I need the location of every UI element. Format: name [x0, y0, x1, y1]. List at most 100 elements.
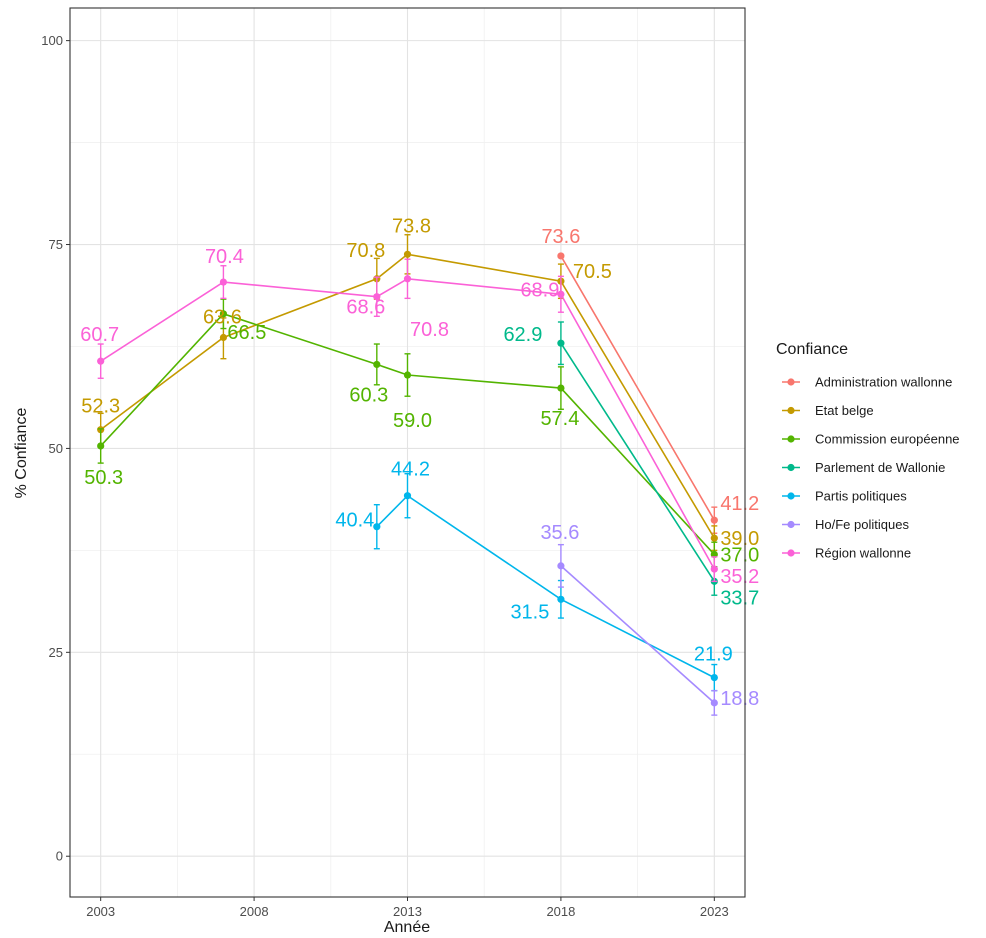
series-line	[100, 277, 716, 570]
legend-key-point	[787, 435, 795, 443]
y-tick-label: 0	[56, 849, 63, 864]
data-point	[373, 360, 381, 369]
data-label: 62.9	[503, 324, 542, 346]
x-tick-label: 2013	[393, 904, 422, 919]
y-tick-label: 100	[41, 33, 63, 48]
series-commission-europ-enne	[97, 298, 718, 568]
data-label: 68.9	[520, 279, 559, 301]
x-tick-label: 2008	[240, 904, 269, 919]
series-line	[376, 494, 715, 679]
grid-lines	[70, 8, 745, 897]
data-label: 70.5	[573, 261, 612, 283]
data-point	[403, 250, 412, 258]
y-tick-label: 50	[49, 441, 63, 456]
y-tick-label: 25	[49, 645, 63, 660]
data-label: 31.5	[510, 601, 549, 623]
series-r-gion-wallonne	[97, 258, 718, 583]
data-point	[403, 275, 412, 283]
data-label: 52.3	[81, 396, 120, 418]
data-label: 73.8	[392, 215, 431, 237]
data-point	[557, 562, 565, 570]
y-tick-label: 75	[49, 237, 63, 252]
legend-key-point	[787, 463, 795, 472]
x-tick-label: 2018	[546, 904, 575, 919]
y-axis-title: % Confiance	[13, 408, 30, 499]
x-tick-label: 2023	[700, 904, 729, 919]
data-label: 33.7	[720, 587, 759, 609]
data-point	[710, 516, 718, 524]
legend-key-point	[787, 406, 795, 415]
legend-item: Partis politiques	[782, 489, 907, 504]
data-point	[373, 293, 381, 301]
legend-item: Etat belge	[782, 403, 874, 418]
data-label: 40.4	[335, 510, 374, 532]
data-label: 73.6	[541, 226, 580, 248]
data-label: 70.4	[205, 246, 244, 268]
series-layer	[97, 234, 718, 716]
series-line	[560, 565, 715, 704]
series-line	[100, 312, 715, 555]
data-labels-layer: 73.6 41.2 52.3 63.6 70.8 73.8 70.5 39.0 50.3 66.5…	[80, 215, 759, 710]
data-label: 60.3	[349, 384, 388, 406]
data-point	[219, 310, 228, 318]
data-point	[219, 278, 228, 286]
legend-label: Ho/Fe politiques	[815, 517, 909, 532]
data-label: 68.6	[346, 297, 385, 319]
legend-item: Administration wallonne	[782, 375, 952, 390]
legend-item: Parlement de Wallonie	[782, 460, 945, 475]
data-point	[97, 357, 105, 365]
legend-item: Région wallonne	[782, 546, 911, 561]
data-point	[557, 290, 565, 298]
data-label: 37.0	[720, 544, 759, 566]
data-label: 39.0	[720, 528, 759, 550]
data-label: 66.5	[227, 322, 266, 344]
data-label: 70.8	[346, 240, 385, 262]
data-label: 70.8	[410, 319, 449, 341]
legend-item: Commission européenne	[782, 432, 960, 447]
data-label: 21.9	[694, 644, 733, 666]
legend-label: Parlement de Wallonie	[815, 460, 945, 475]
series-ho-fe-politiques	[557, 543, 718, 716]
data-point	[219, 333, 228, 342]
series-line	[100, 253, 716, 539]
data-label: 57.4	[540, 408, 579, 430]
data-point	[557, 252, 565, 260]
data-point	[710, 699, 718, 707]
data-point	[710, 534, 718, 542]
legend-item: Ho/Fe politiques	[782, 517, 909, 532]
data-point	[557, 595, 565, 603]
data-point	[403, 371, 412, 379]
legend-title: Confiance	[776, 341, 848, 358]
legend: Confiance Administration wallonne Etat be…	[776, 341, 960, 561]
legend-label: Commission européenne	[815, 432, 960, 447]
x-axis-title: Année	[384, 919, 430, 936]
series-line	[560, 342, 715, 582]
legend-label: Etat belge	[815, 403, 874, 418]
legend-key-point	[787, 549, 795, 557]
legend-key-point	[787, 378, 795, 386]
data-label: 60.7	[80, 324, 119, 346]
legend-key-point	[787, 520, 795, 529]
data-label: 59.0	[393, 410, 432, 432]
legend-label: Partis politiques	[815, 489, 907, 504]
series-partis-politiques	[373, 473, 718, 692]
data-label: 41.2	[720, 493, 759, 515]
data-point	[557, 339, 565, 347]
legend-key-point	[787, 492, 795, 500]
data-point	[710, 565, 718, 573]
data-point	[710, 674, 718, 682]
data-point	[403, 492, 412, 500]
x-tick-label: 2003	[86, 904, 115, 919]
data-label: 35.6	[540, 522, 579, 544]
data-point	[373, 523, 381, 531]
data-label: 18.8	[720, 688, 759, 710]
data-label: 44.2	[391, 459, 430, 481]
data-point	[557, 384, 565, 392]
data-point	[97, 442, 105, 450]
legend-label: Région wallonne	[815, 546, 911, 561]
data-label: 50.3	[84, 467, 123, 489]
legend-label: Administration wallonne	[815, 375, 952, 390]
series-line	[560, 255, 716, 521]
data-label: 63.6	[203, 307, 242, 329]
